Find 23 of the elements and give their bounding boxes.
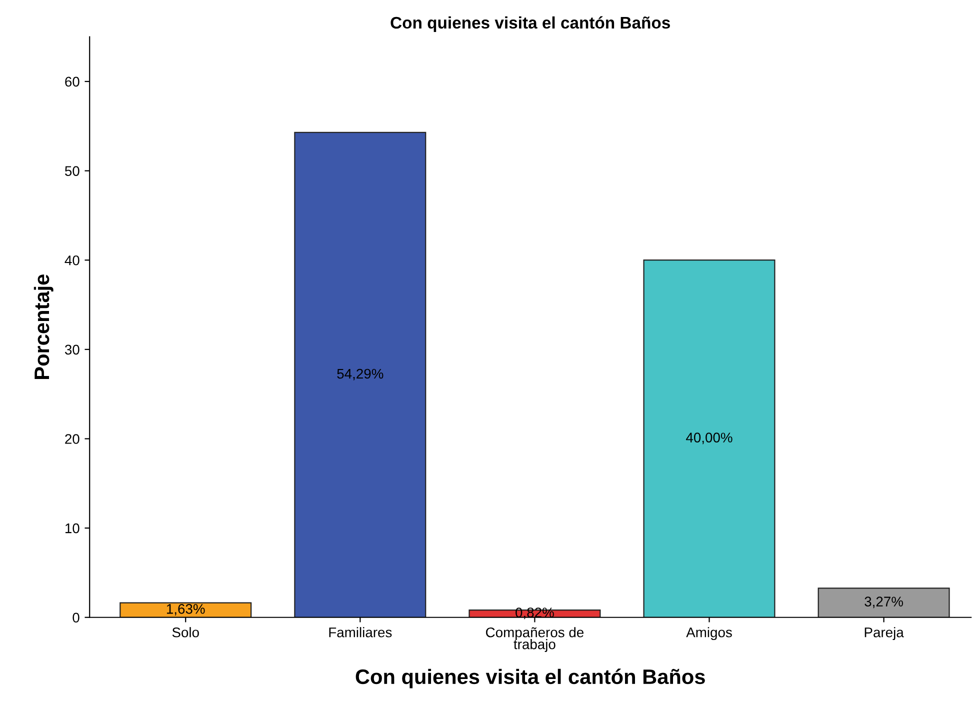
x-tick-label: Compañeros de trabajo [486,627,584,652]
bar [818,588,950,618]
chart-title: Con quienes visita el cantón Baños [390,16,670,32]
x-tick-label: Familiares [329,627,392,638]
data-label: 40,00% [686,432,732,444]
bar [643,260,776,618]
x-axis-title: Con quienes visita el cantón Baños [356,668,705,688]
y-tick-label: 20 [65,434,80,444]
y-tick-label: 30 [64,344,80,355]
y-tick-label: 0 [72,612,80,623]
x-tick-label: Pareja [864,627,904,640]
y-tick-label: 40 [64,255,80,266]
bar [120,602,252,618]
y-tick-label: 50 [64,166,80,176]
y-tick-label: 60 [65,76,80,87]
y-tick-label: 10 [66,523,80,534]
data-label: 54,29% [337,368,384,380]
data-label: 1,63% [166,604,205,616]
x-tick-label: Solo [172,627,199,638]
x-tick-label: Amigos [686,627,732,640]
bar [294,132,426,618]
data-label: 3,27% [864,596,903,608]
y-axis-title: Porcentaje [34,274,54,379]
